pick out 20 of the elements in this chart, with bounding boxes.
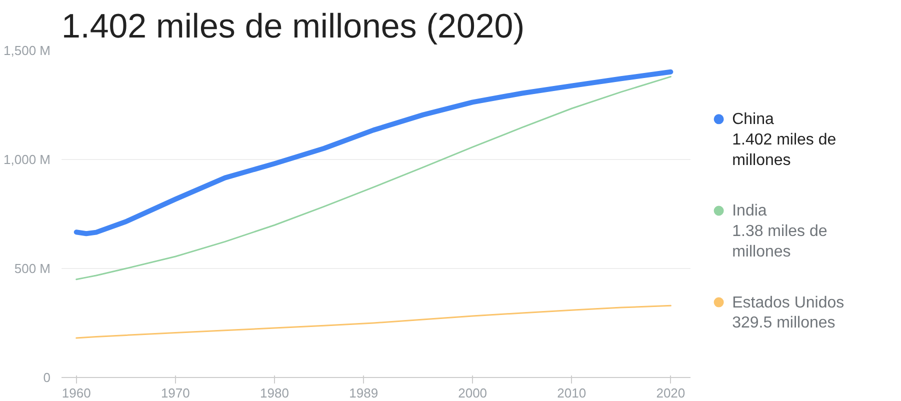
line-series: [76, 76, 672, 280]
legend-label: Estados Unidos: [732, 294, 844, 312]
legend-label: China: [732, 111, 774, 128]
y-tick-label: 0: [43, 370, 51, 385]
y-tick-label: 1,500 M: [4, 43, 51, 58]
y-tick-label: 500 M: [14, 261, 51, 276]
x-tick-label: 1970: [160, 386, 190, 400]
x-tick-label: 1989: [349, 386, 378, 400]
chart-title: 1.402 miles de millones (2020): [62, 8, 525, 46]
text: 1.402 miles de millones: [732, 132, 836, 169]
x-tick-label: 2020: [656, 386, 686, 400]
line-series: [76, 304, 672, 339]
x-tick-label: 1960: [62, 386, 91, 400]
x-tick-label: 2010: [557, 386, 586, 400]
text: 1.38 miles de millones: [732, 223, 828, 261]
legend-label: India: [732, 202, 767, 220]
x-tick-label: 1980: [260, 386, 289, 400]
text: 329.5 millones: [732, 314, 836, 332]
y-tick-label: 1,000 M: [4, 152, 51, 167]
x-tick-label: 2000: [458, 386, 488, 400]
